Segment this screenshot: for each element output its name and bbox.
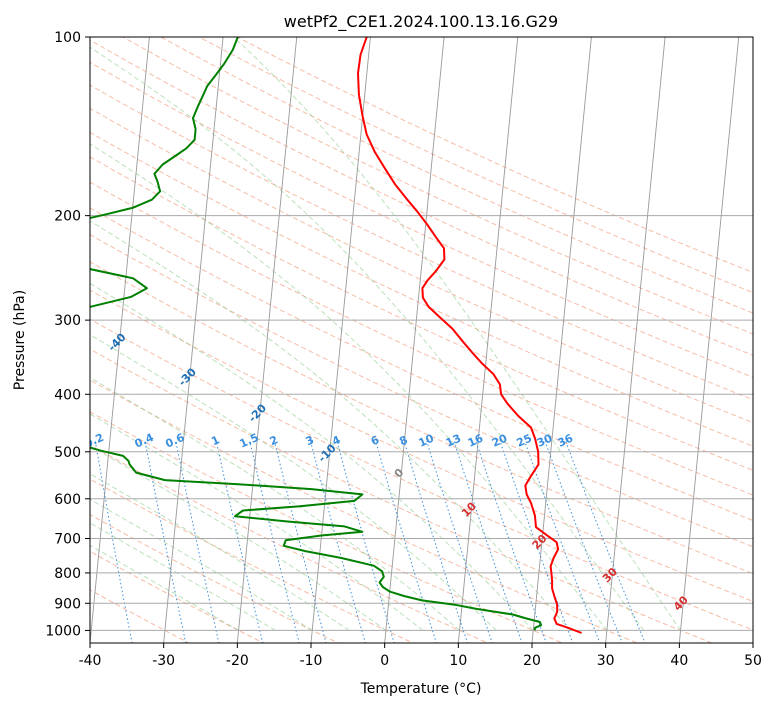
moist-adiabat — [90, 445, 387, 631]
moist-adiabat — [90, 282, 534, 631]
dry-adiabat — [121, 37, 753, 335]
moist-adiabat — [90, 498, 313, 631]
mixing-ratio-line — [310, 441, 366, 643]
mixing-ratio-line — [274, 441, 327, 643]
mixing-ratio-label: 25 — [515, 432, 534, 450]
isotherm — [531, 37, 592, 643]
x-tick-label: 40 — [670, 653, 688, 669]
dry-adiabat — [90, 379, 639, 643]
isotherm — [236, 37, 298, 643]
dry-adiabat — [90, 107, 753, 424]
moist-adiabat — [233, 37, 682, 631]
mixing-ratio-label: 16 — [466, 432, 486, 450]
isotherm — [163, 37, 224, 643]
y-tick-label: 800 — [54, 566, 81, 582]
dry-adiabat — [90, 233, 753, 548]
dry-adiabat — [90, 181, 753, 496]
y-axis: 100 200 300 400 500 600 700 800 900 1000 — [45, 30, 90, 639]
x-axis: -40 -30 -20 -10 0 10 20 30 40 50 — [79, 643, 762, 669]
dry-adiabat — [90, 156, 753, 471]
dry-adiabat — [198, 37, 753, 294]
moist-adiabat — [90, 220, 571, 631]
x-tick-label: 0 — [380, 653, 389, 669]
y-tick-label: 700 — [54, 532, 81, 548]
y-tick-label: 100 — [54, 30, 81, 46]
moist-adiabat — [90, 522, 276, 631]
isotherm — [678, 37, 740, 643]
mixing-ratio-line — [565, 441, 646, 643]
dry-adiabat — [90, 39, 753, 356]
isotherm — [384, 37, 445, 643]
mixing-ratio-line — [249, 441, 300, 643]
dry-adiabat — [90, 207, 753, 522]
dry-adiabat — [90, 318, 753, 631]
x-tick-label: -40 — [79, 653, 102, 669]
dry-adiabat — [90, 478, 415, 643]
x-tick-label: -10 — [300, 653, 323, 669]
pressure-gridlines — [90, 37, 753, 631]
dry-adiabat — [90, 348, 714, 643]
chart-title: wetPf2_C2E1.2024.100.13.16.G29 — [284, 12, 558, 32]
y-axis-title: Pressure (hPa) — [12, 290, 28, 390]
y-tick-label: 200 — [54, 209, 81, 225]
background-guide-lines — [90, 37, 753, 643]
dry-adiabat — [90, 514, 340, 643]
isotherm — [605, 37, 666, 643]
mixing-ratio-label: 13 — [444, 432, 463, 450]
moist-adiabat — [90, 413, 424, 631]
y-tick-label: 1000 — [45, 623, 81, 639]
dry-adiabat — [90, 589, 190, 643]
mixing-ratio-line — [375, 441, 437, 643]
x-tick-label: 10 — [449, 653, 467, 669]
y-tick-label: 400 — [54, 387, 81, 403]
mixing-ratio-label: 20 — [490, 432, 510, 450]
dewpoint-line — [90, 37, 543, 631]
y-tick-label: 900 — [54, 596, 81, 612]
x-tick-label: 30 — [597, 653, 615, 669]
x-tick-label: -20 — [226, 653, 249, 669]
isotherm — [90, 37, 150, 643]
moist-adiabat — [90, 376, 460, 631]
x-tick-label: 20 — [523, 653, 541, 669]
sounding-series — [90, 37, 582, 634]
mixing-ratio-label: 10 — [417, 432, 437, 450]
x-tick-label: 50 — [744, 653, 762, 669]
y-tick-label: 300 — [54, 313, 81, 329]
mixing-ratio-line — [426, 441, 493, 643]
dry-adiabat — [90, 61, 753, 378]
moist-adiabat — [90, 544, 239, 631]
plot-frame — [89, 36, 754, 644]
mixing-ratio-label: 30 — [535, 432, 555, 450]
temperature-line — [357, 37, 582, 634]
dry-adiabat — [90, 131, 753, 447]
moist-adiabat — [90, 46, 645, 631]
moist-adiabat — [90, 473, 350, 631]
isotherm — [457, 37, 519, 643]
dry-adiabat — [90, 444, 489, 643]
dry-adiabat — [90, 84, 753, 401]
dry-adiabat — [159, 37, 753, 314]
x-tick-label: -30 — [152, 653, 175, 669]
x-axis-title: Temperature (°C) — [360, 681, 482, 697]
mixing-ratio-line — [336, 441, 395, 643]
isotherm — [310, 37, 371, 643]
mixing-ratio-label: 36 — [556, 432, 576, 450]
mixing-ratio-line — [453, 441, 523, 643]
y-tick-label: 600 — [54, 492, 81, 508]
moist-adiabat — [90, 143, 608, 631]
y-tick-label: 500 — [54, 445, 81, 461]
